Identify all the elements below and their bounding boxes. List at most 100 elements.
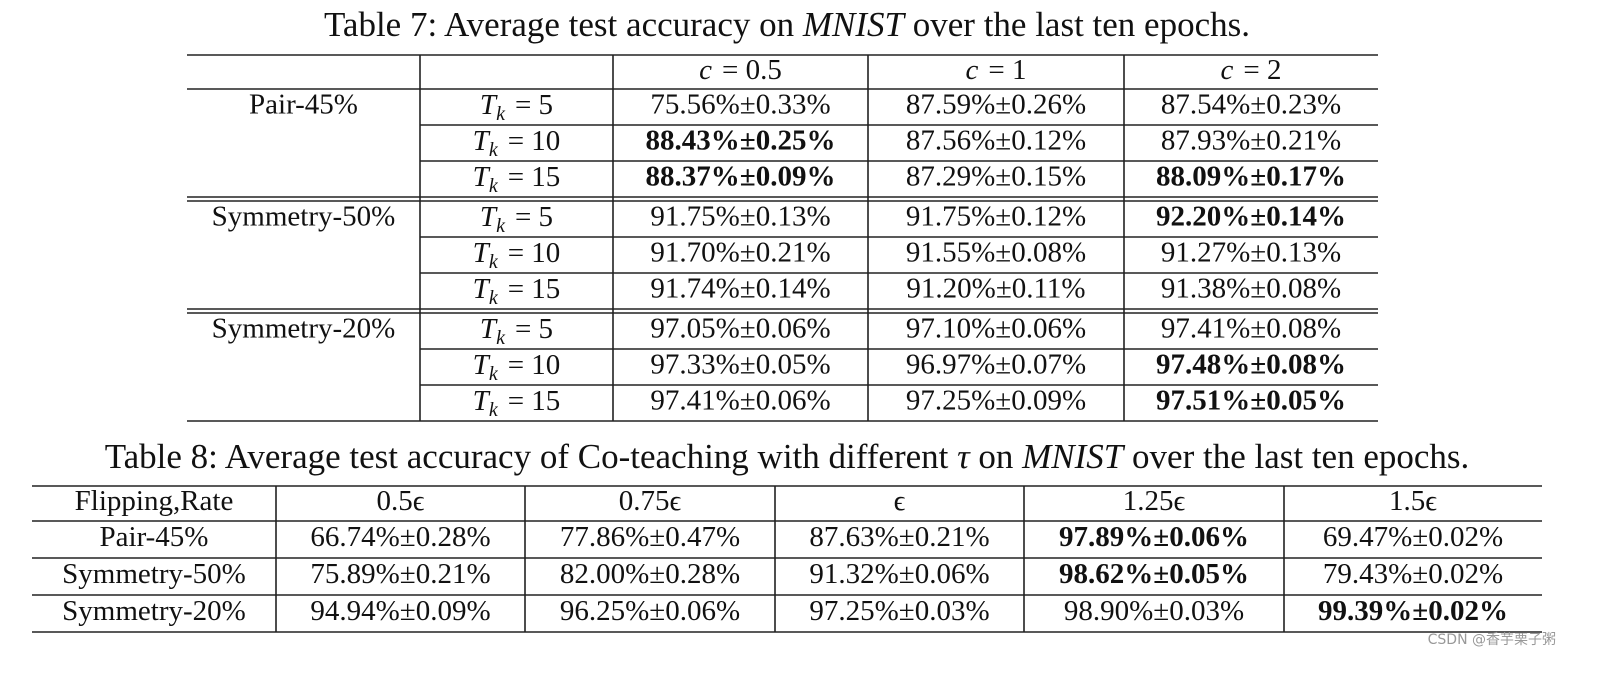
- math-rest: = 15: [508, 385, 561, 417]
- group-label: Symmetry-50%: [212, 201, 396, 233]
- caption-part: over the last ten epochs.: [1123, 437, 1469, 476]
- row-label: Symmetry-50%: [62, 558, 246, 590]
- math-symbol: T: [473, 349, 491, 381]
- table-cell: 97.33%±0.05%: [650, 349, 830, 381]
- table-cell: 69.47%±0.02%: [1323, 521, 1503, 553]
- column-header: 1.25ϵ: [1123, 485, 1186, 517]
- table-cell: 88.37%±0.09%: [646, 161, 836, 193]
- caption-part: τ: [957, 437, 971, 476]
- watermark: CSDN @香芋栗子粥: [1428, 631, 1556, 648]
- math-symbol: T: [473, 125, 491, 157]
- column-header: 1.5ϵ: [1389, 485, 1437, 517]
- math-rest: = 10: [508, 237, 561, 269]
- caption-part: on: [970, 437, 1023, 476]
- table-caption: Table 8: Average test accuracy of Co-tea…: [105, 437, 1470, 476]
- column-header: ϵ: [894, 485, 906, 517]
- caption-part: over the last ten epochs.: [904, 5, 1250, 44]
- table-cell: 88.09%±0.17%: [1156, 161, 1346, 193]
- row-label: Tk = 10: [473, 237, 561, 273]
- table-cell: 97.89%±0.06%: [1059, 521, 1249, 553]
- table-cell: 91.70%±0.21%: [650, 237, 830, 269]
- math-subscript: k: [496, 327, 506, 349]
- table-cell: 91.38%±0.08%: [1161, 273, 1341, 305]
- column-header: c = 2: [1221, 54, 1282, 86]
- math-rest: = 5: [515, 201, 553, 233]
- math-rest: = 5: [515, 89, 553, 121]
- table-cell: 87.59%±0.26%: [906, 89, 1086, 121]
- math-rest: = 2: [1243, 54, 1281, 86]
- math-symbol: T: [473, 161, 491, 193]
- table-cell: 91.74%±0.14%: [650, 273, 830, 305]
- group-label: Pair-45%: [249, 89, 358, 121]
- row-label: Tk = 10: [473, 125, 561, 161]
- table-cell: 75.56%±0.33%: [650, 89, 830, 121]
- caption-part: MNIST: [1021, 437, 1126, 476]
- row-label: Tk = 15: [473, 161, 561, 197]
- caption-part: Table 8: Average test accuracy of Co-tea…: [105, 437, 957, 476]
- table-cell: 87.29%±0.15%: [906, 161, 1086, 193]
- table-cell: 87.54%±0.23%: [1161, 89, 1341, 121]
- table-cell: 75.89%±0.21%: [310, 558, 490, 590]
- table-cell: 66.74%±0.28%: [310, 521, 490, 553]
- math-symbol: c: [699, 54, 712, 86]
- math-rest: = 10: [508, 349, 561, 381]
- column-header: 0.5ϵ: [377, 485, 425, 517]
- table-cell: 97.25%±0.03%: [809, 595, 989, 627]
- math-symbol: T: [473, 273, 491, 305]
- table-cell: 77.86%±0.47%: [560, 521, 740, 553]
- table-cell: 94.94%±0.09%: [310, 595, 490, 627]
- column-header: c = 0.5: [699, 54, 782, 86]
- row-label: Tk = 5: [480, 89, 553, 125]
- math-subscript: k: [489, 139, 499, 161]
- math-subscript: k: [489, 251, 499, 273]
- table-cell: 97.10%±0.06%: [906, 313, 1086, 345]
- group-label: Symmetry-20%: [212, 313, 396, 345]
- math-rest: = 15: [508, 273, 561, 305]
- table-cell: 97.41%±0.08%: [1161, 313, 1341, 345]
- table-cell: 87.56%±0.12%: [906, 125, 1086, 157]
- math-rest: = 5: [515, 313, 553, 345]
- column-header: c = 1: [966, 54, 1027, 86]
- table-cell: 97.51%±0.05%: [1156, 385, 1346, 417]
- row-label: Tk = 10: [473, 349, 561, 385]
- row-label: Pair-45%: [100, 521, 209, 553]
- table-cell: 91.75%±0.13%: [650, 201, 830, 233]
- table-cell: 97.25%±0.09%: [906, 385, 1086, 417]
- math-rest: = 15: [508, 161, 561, 193]
- math-symbol: c: [966, 54, 979, 86]
- table-cell: 96.25%±0.06%: [560, 595, 740, 627]
- table-cell: 97.48%±0.08%: [1156, 349, 1346, 381]
- math-symbol: T: [480, 201, 498, 233]
- math-symbol: T: [473, 237, 491, 269]
- table-cell: 97.41%±0.06%: [650, 385, 830, 417]
- math-subscript: k: [489, 287, 499, 309]
- table-cell: 97.05%±0.06%: [650, 313, 830, 345]
- table-cell: 87.93%±0.21%: [1161, 125, 1341, 157]
- math-rest: = 1: [988, 54, 1026, 86]
- math-subscript: k: [489, 175, 499, 197]
- math-symbol: T: [473, 385, 491, 417]
- table-cell: 91.55%±0.08%: [906, 237, 1086, 269]
- math-symbol: T: [480, 89, 498, 121]
- math-subscript: k: [489, 399, 499, 421]
- row-label: Tk = 5: [480, 313, 553, 349]
- math-subscript: k: [496, 103, 506, 125]
- table-cell: 87.63%±0.21%: [809, 521, 989, 553]
- math-symbol: T: [480, 313, 498, 345]
- column-header: 0.75ϵ: [619, 485, 682, 517]
- math-subscript: k: [496, 215, 506, 237]
- table-cell: 92.20%±0.14%: [1156, 201, 1346, 233]
- row-label: Tk = 15: [473, 273, 561, 309]
- table-cell: 82.00%±0.28%: [560, 558, 740, 590]
- table-cell: 91.20%±0.11%: [906, 273, 1085, 305]
- row-label: Symmetry-20%: [62, 595, 246, 627]
- caption-part: MNIST: [802, 5, 907, 44]
- column-header: Flipping,Rate: [75, 485, 234, 517]
- row-label: Tk = 5: [480, 201, 553, 237]
- math-rest: = 10: [508, 125, 561, 157]
- table-cell: 98.62%±0.05%: [1059, 558, 1249, 590]
- table-cell: 96.97%±0.07%: [906, 349, 1086, 381]
- table-cell: 91.32%±0.06%: [809, 558, 989, 590]
- row-label: Tk = 15: [473, 385, 561, 421]
